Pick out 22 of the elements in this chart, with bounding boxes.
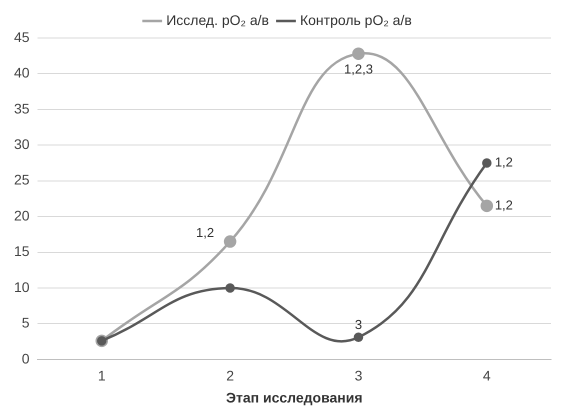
y-tick-label: 15 <box>14 243 30 260</box>
legend-label: Контроль pO₂ а/в <box>300 12 412 28</box>
y-tick-label: 30 <box>14 136 30 152</box>
annotation: 1,2 <box>196 225 214 240</box>
y-tick-label: 20 <box>14 207 30 224</box>
x-tick-label: 4 <box>482 368 491 384</box>
x-axis-title: Этап исследования <box>226 389 363 406</box>
annotation: 1,2 <box>494 197 513 212</box>
annotation: 3 <box>354 316 362 332</box>
y-tick-label: 0 <box>22 350 30 366</box>
y-tick-label: 40 <box>14 64 30 81</box>
annotation: 1,2 <box>494 154 513 170</box>
y-tick-label: 45 <box>14 28 30 45</box>
x-tick-label: 3 <box>354 368 363 384</box>
x-tick-label: 2 <box>226 368 234 384</box>
y-tick-label: 25 <box>14 172 30 188</box>
y-tick-label: 5 <box>22 314 30 331</box>
y-tick-label: 10 <box>14 278 30 295</box>
y-tick-label: 35 <box>14 100 30 116</box>
annotation: 1,2,3 <box>344 61 373 76</box>
legend-label: Исслед. pO₂ а/в <box>166 12 269 28</box>
x-tick-label: 1 <box>98 368 106 384</box>
